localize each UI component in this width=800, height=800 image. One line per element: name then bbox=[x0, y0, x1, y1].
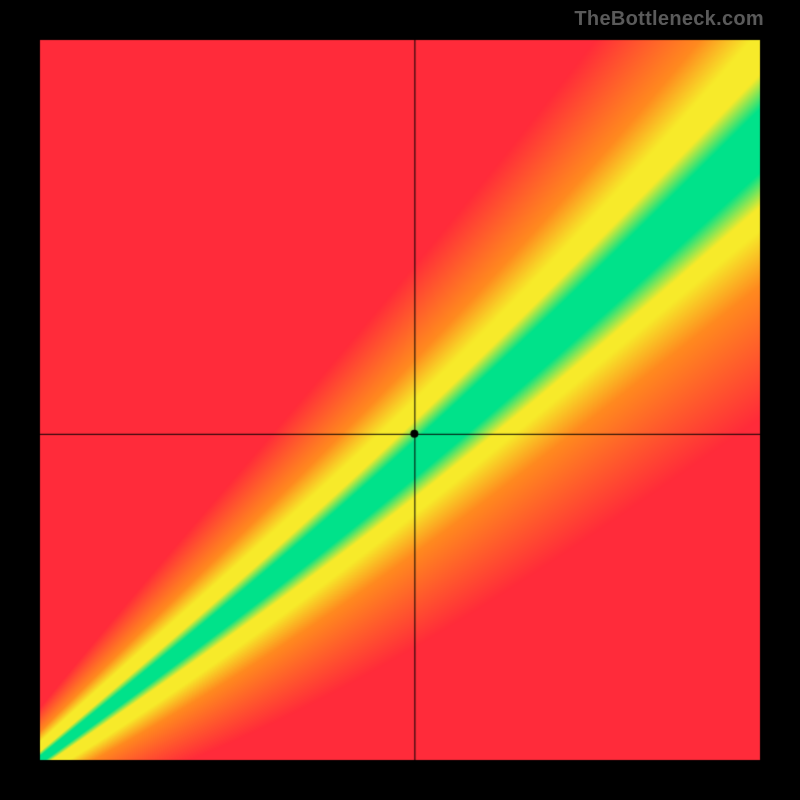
chart-container: { "canvas": { "width": 800, "height": 80… bbox=[0, 0, 800, 800]
watermark-text: TheBottleneck.com bbox=[574, 8, 764, 31]
bottleneck-heatmap bbox=[0, 0, 800, 800]
